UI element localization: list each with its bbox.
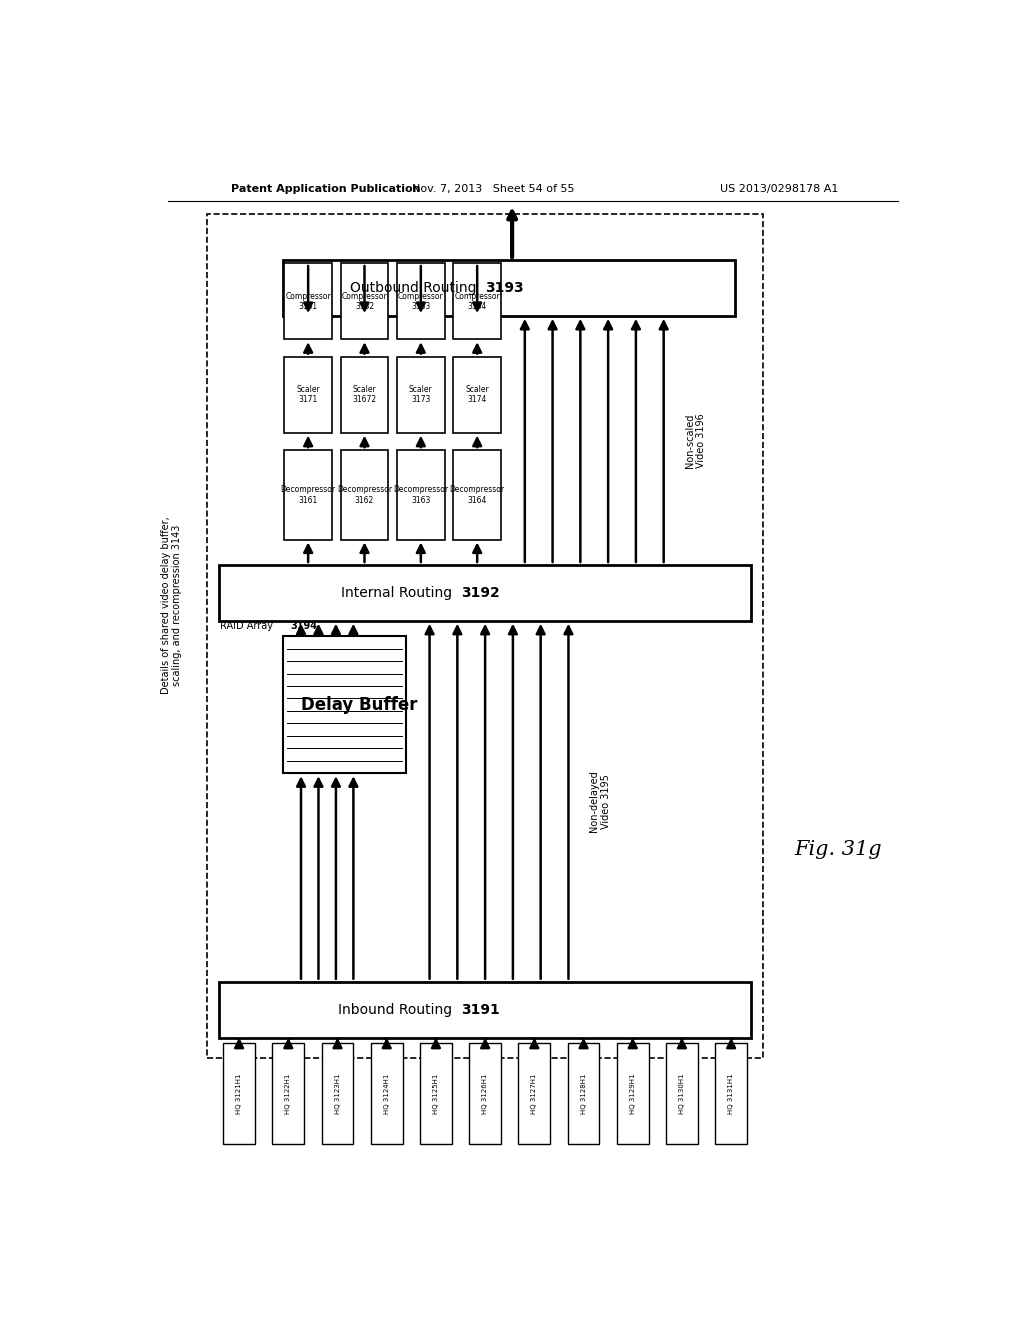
Bar — [454, 450, 501, 540]
Text: Patent Application Publication: Patent Application Publication — [231, 183, 421, 194]
Bar — [420, 1043, 452, 1144]
Text: Inbound Routing: Inbound Routing — [339, 1003, 462, 1016]
Bar — [454, 356, 501, 433]
Bar — [397, 450, 444, 540]
Text: Compressor
3183: Compressor 3183 — [398, 292, 443, 312]
Bar — [616, 1043, 648, 1144]
Text: RAID Array: RAID Array — [219, 620, 279, 631]
Bar — [397, 263, 444, 339]
Text: HQ 3128H1: HQ 3128H1 — [581, 1073, 587, 1114]
Text: Non-scaled
Video 3196: Non-scaled Video 3196 — [685, 413, 707, 467]
Bar — [341, 356, 388, 433]
Text: Delay Buffer: Delay Buffer — [301, 696, 417, 714]
Text: 3191: 3191 — [462, 1003, 500, 1016]
Text: HQ 3121H1: HQ 3121H1 — [237, 1073, 242, 1114]
Text: HQ 3131H1: HQ 3131H1 — [728, 1073, 734, 1114]
Text: Details of shared video delay buffer,
scaling, and recompression 3143: Details of shared video delay buffer, sc… — [161, 516, 182, 694]
Text: 3194: 3194 — [291, 620, 317, 631]
Text: Decompressor
3164: Decompressor 3164 — [450, 486, 505, 504]
Bar — [371, 1043, 402, 1144]
Text: Nov. 7, 2013   Sheet 54 of 55: Nov. 7, 2013 Sheet 54 of 55 — [412, 183, 574, 194]
Text: Outbound Routing: Outbound Routing — [350, 281, 485, 294]
Text: Compressor
3184: Compressor 3184 — [455, 292, 500, 312]
Text: Compressor
3182: Compressor 3182 — [342, 292, 387, 312]
Bar — [207, 214, 763, 1057]
Text: HQ 3129H1: HQ 3129H1 — [630, 1073, 636, 1114]
Text: Scaler
3173: Scaler 3173 — [409, 385, 433, 404]
Text: HQ 3126H1: HQ 3126H1 — [482, 1073, 488, 1114]
Bar — [518, 1043, 550, 1144]
Bar — [666, 1043, 697, 1144]
Text: Compressor
3181: Compressor 3181 — [286, 292, 331, 312]
Text: Decompressor
3161: Decompressor 3161 — [281, 486, 336, 504]
Bar — [567, 1043, 599, 1144]
Text: Scaler
31672: Scaler 31672 — [352, 385, 377, 404]
Text: HQ 3130H1: HQ 3130H1 — [679, 1073, 685, 1114]
Bar — [469, 1043, 501, 1144]
Bar — [283, 260, 735, 315]
Bar — [219, 565, 751, 620]
Text: Internal Routing: Internal Routing — [341, 586, 462, 599]
Text: HQ 3124H1: HQ 3124H1 — [384, 1073, 390, 1114]
Bar — [322, 1043, 353, 1144]
Text: Fig. 31g: Fig. 31g — [795, 840, 882, 859]
Bar — [715, 1043, 748, 1144]
Bar — [341, 263, 388, 339]
Text: Non-delayed
Video 3195: Non-delayed Video 3195 — [590, 771, 611, 832]
Bar — [454, 263, 501, 339]
Bar — [219, 982, 751, 1038]
Text: Scaler
3174: Scaler 3174 — [465, 385, 489, 404]
Bar — [272, 1043, 304, 1144]
Text: Decompressor
3163: Decompressor 3163 — [393, 486, 449, 504]
Text: 3193: 3193 — [485, 281, 523, 294]
Bar — [223, 1043, 255, 1144]
Text: Scaler
3171: Scaler 3171 — [296, 385, 321, 404]
Bar — [285, 450, 332, 540]
Text: HQ 3125H1: HQ 3125H1 — [433, 1073, 439, 1114]
Bar — [341, 450, 388, 540]
Text: Decompressor
3162: Decompressor 3162 — [337, 486, 392, 504]
Text: HQ 3127H1: HQ 3127H1 — [531, 1073, 538, 1114]
Text: HQ 3122H1: HQ 3122H1 — [286, 1073, 291, 1114]
Text: 3192: 3192 — [462, 586, 500, 599]
Bar — [285, 263, 332, 339]
Bar — [283, 636, 406, 774]
Bar — [285, 356, 332, 433]
Bar — [397, 356, 444, 433]
Text: US 2013/0298178 A1: US 2013/0298178 A1 — [720, 183, 838, 194]
Text: HQ 3123H1: HQ 3123H1 — [335, 1073, 341, 1114]
